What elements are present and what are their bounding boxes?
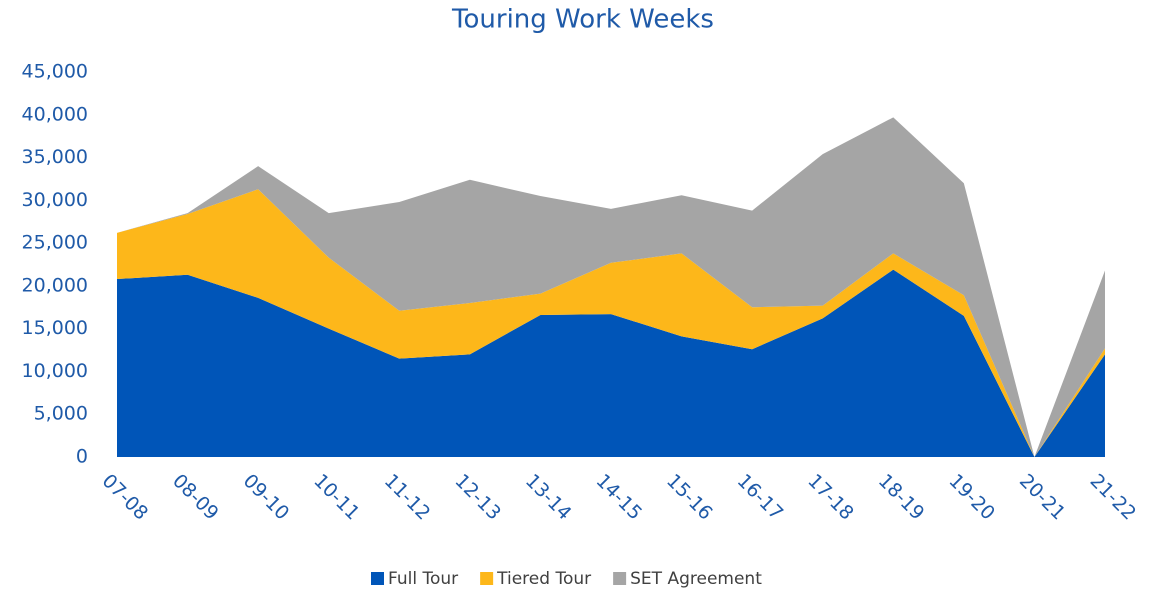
legend-label: Full Tour	[388, 569, 458, 589]
y-tick-label: 0	[76, 446, 88, 468]
x-tick-label: 17-18	[803, 470, 858, 525]
y-tick-label: 10,000	[22, 360, 88, 382]
y-tick-label: 30,000	[22, 189, 88, 211]
x-tick-label: 20-21	[1015, 470, 1070, 525]
x-tick-label: 12-13	[450, 470, 505, 525]
y-tick-label: 35,000	[22, 146, 88, 168]
x-tick-label: 18-19	[874, 470, 929, 525]
y-tick-label: 40,000	[22, 103, 88, 125]
area	[117, 269, 1105, 457]
y-tick-label: 5,000	[34, 403, 88, 425]
area	[117, 117, 1105, 457]
x-tick-label: 16-17	[733, 470, 788, 525]
legend-swatch	[480, 572, 494, 585]
y-tick-label: 20,000	[22, 274, 88, 296]
area	[117, 189, 1105, 457]
legend-swatch	[613, 572, 627, 585]
x-tick-label: 08-09	[168, 470, 223, 525]
legend-label: SET Agreement	[630, 569, 762, 589]
legend-label: Tiered Tour	[496, 569, 591, 589]
y-tick-label: 25,000	[22, 232, 88, 254]
chart-title: Touring Work Weeks	[451, 5, 714, 35]
x-tick-label: 07-08	[98, 470, 153, 525]
x-tick-label: 13-14	[521, 470, 576, 525]
x-tick-label: 11-12	[380, 470, 435, 525]
y-tick-label: 45,000	[22, 61, 88, 83]
x-tick-label: 09-10	[239, 470, 294, 525]
x-tick-label: 10-11	[309, 470, 364, 525]
x-tick-label: 19-20	[944, 470, 999, 525]
y-tick-label: 15,000	[22, 317, 88, 339]
x-tick-label: 21-22	[1086, 470, 1141, 525]
legend-swatch	[371, 572, 384, 585]
x-tick-label: 14-15	[592, 470, 647, 525]
x-tick-label: 15-16	[662, 470, 717, 525]
